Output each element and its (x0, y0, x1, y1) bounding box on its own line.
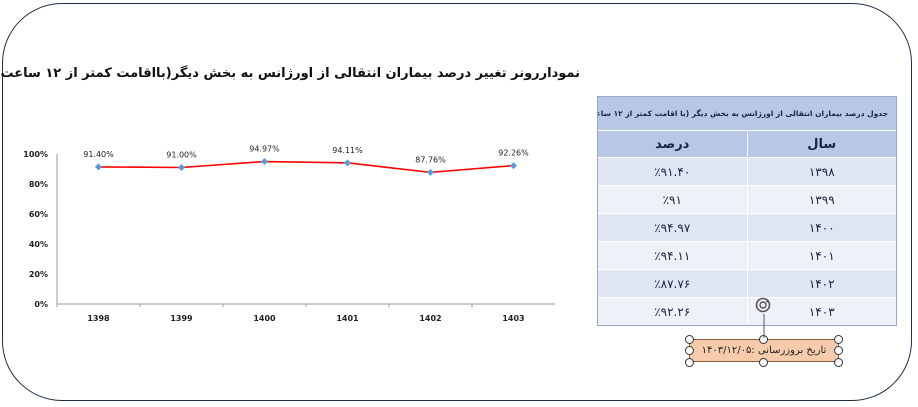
resize-handle[interactable] (685, 335, 694, 344)
data-table: جدول درصد بیماران انتقالی از اورژانس به … (597, 96, 897, 326)
chart-title: نموداررونر تغییر درصد بیماران انتقالی از… (0, 66, 580, 81)
cell-percent: ٪۹۱.۴۰ (654, 164, 691, 179)
table-header-row: درصد سال (598, 130, 896, 157)
data-point (510, 162, 517, 170)
table-row: ٪۹۲.۲۶ ۱۴۰۳ (598, 297, 896, 325)
data-label: 87.76% (415, 155, 446, 164)
data-point (178, 164, 185, 171)
data-label: 94.97% (249, 145, 280, 154)
x-tick-label: 1400 (253, 314, 276, 323)
y-tick-label: 100% (23, 150, 48, 159)
resize-handle[interactable] (834, 358, 843, 367)
table-row: ٪۹۱.۴۰ ۱۳۹۸ (598, 157, 896, 185)
y-tick-label: 40% (29, 240, 48, 249)
header-percent: درصد (655, 136, 690, 152)
x-tick-label: 1402 (419, 314, 441, 323)
resize-handle[interactable] (685, 358, 694, 367)
cell-percent: ٪۸۷.۷۶ (654, 276, 691, 291)
header-year: سال (746, 131, 897, 157)
y-tick-label: 60% (29, 210, 48, 219)
x-tick-label: 1398 (87, 314, 110, 323)
cell-year: ۱۳۹۹ (746, 186, 897, 213)
data-label: 91.00% (166, 151, 197, 160)
table-body: ٪۹۱.۴۰ ۱۳۹۸ ٪۹۱ ۱۳۹۹ ٪۹۴.۹۷ ۱۴۰۰ ٪۹۴.۱۱ … (598, 157, 896, 325)
cell-percent: ٪۹۱ (662, 192, 682, 207)
cell-year: ۱۴۰۲ (746, 270, 897, 297)
data-label: 92.26% (498, 149, 529, 158)
resize-handle[interactable] (759, 358, 768, 367)
table-row: ٪۹۴.۹۷ ۱۴۰۰ (598, 213, 896, 241)
x-tick-label: 1401 (336, 314, 359, 323)
y-tick-label: 80% (29, 180, 48, 189)
resize-handle[interactable] (685, 346, 694, 355)
x-tick-label: 1399 (170, 314, 193, 323)
cell-year: ۱۴۰۱ (746, 242, 897, 269)
rotate-connector (763, 314, 765, 338)
data-label: 94.11% (332, 146, 363, 155)
cell-percent: ٪۹۴.۱۱ (654, 248, 691, 263)
data-point (427, 168, 434, 176)
series-line (98, 160, 514, 174)
table-title: جدول درصد بیماران انتقالی از اورژانس به … (598, 97, 896, 130)
table-row: ٪۸۷.۷۶ ۱۴۰۲ (598, 269, 896, 297)
cell-year: ۱۳۹۸ (746, 158, 897, 185)
y-tick-label: 20% (29, 270, 48, 279)
table-row: ٪۹۱ ۱۳۹۹ (598, 185, 896, 213)
data-label: 91.40% (83, 150, 114, 159)
x-tick-label: 1403 (502, 314, 524, 323)
y-tick-label: 0% (34, 300, 48, 309)
cell-year: ۱۴۰۳ (746, 298, 897, 325)
cell-percent: ٪۹۴.۹۷ (654, 220, 691, 235)
data-point (95, 163, 102, 171)
data-point (261, 158, 268, 166)
data-point (344, 159, 351, 167)
table-row: ٪۹۴.۱۱ ۱۴۰۱ (598, 241, 896, 269)
cell-percent: ٪۹۲.۲۶ (654, 304, 691, 319)
rotate-handle-icon[interactable] (754, 296, 772, 314)
resize-handle[interactable] (834, 335, 843, 344)
cell-year: ۱۴۰۰ (746, 214, 897, 241)
resize-handle[interactable] (834, 346, 843, 355)
